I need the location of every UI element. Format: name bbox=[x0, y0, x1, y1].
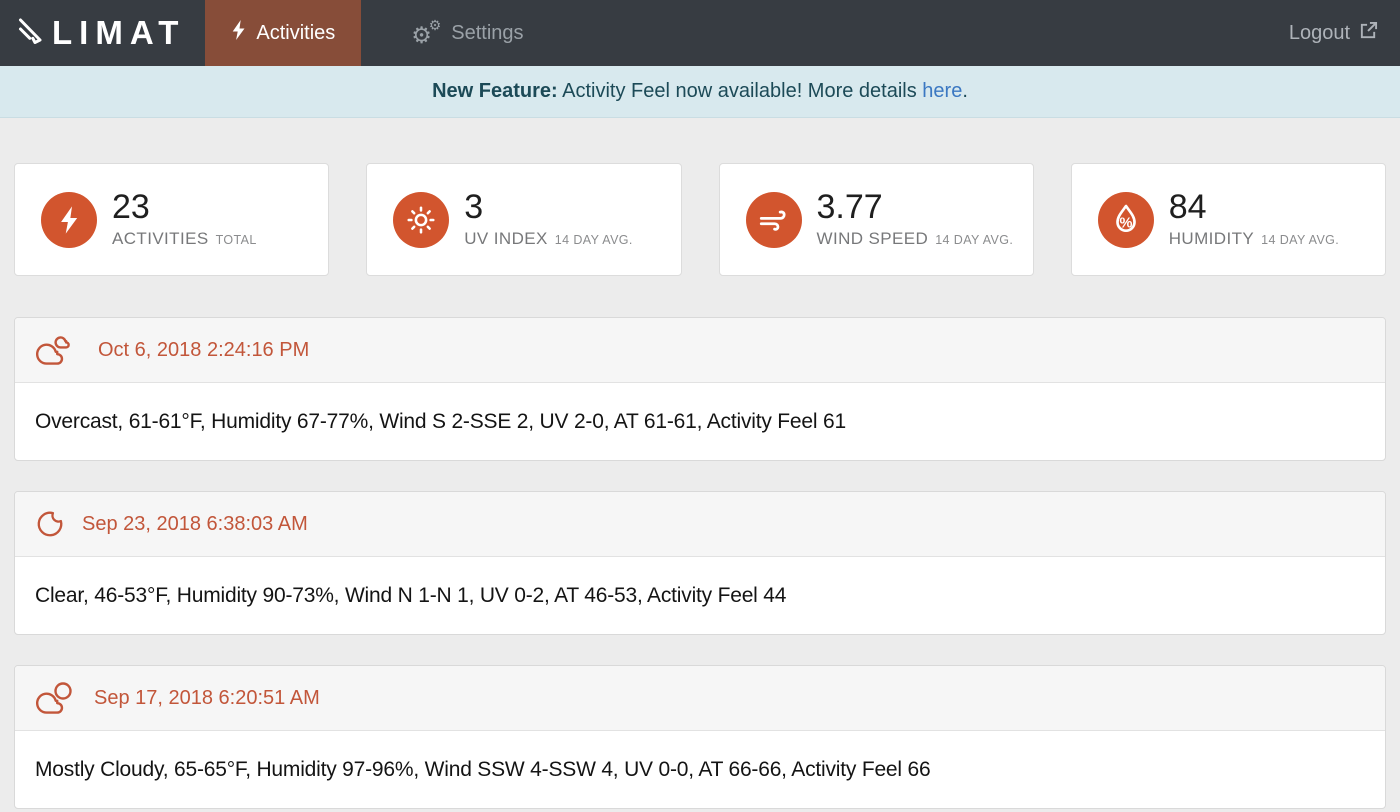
top-navbar: LIMAT Activities ⚙ ⚙ Settings Logout bbox=[0, 0, 1400, 66]
stat-label: ACTIVITIES bbox=[112, 229, 209, 249]
stat-card-activities: 23 ACTIVITIES TOTAL bbox=[14, 163, 330, 276]
activity-summary: Mostly Cloudy, 65-65°F, Humidity 97-96%,… bbox=[35, 757, 931, 781]
activity-list: Oct 6, 2018 2:24:16 PM Overcast, 61-61°F… bbox=[14, 317, 1386, 809]
external-link-icon bbox=[1359, 21, 1378, 46]
humidity-icon: % bbox=[1097, 191, 1154, 248]
lightning-icon bbox=[41, 191, 97, 248]
activity-date: Sep 17, 2018 6:20:51 AM bbox=[94, 686, 320, 709]
tab-settings[interactable]: ⚙ ⚙ Settings bbox=[385, 0, 549, 66]
new-feature-banner: New Feature: Activity Feel now available… bbox=[0, 66, 1400, 118]
activity-summary: Overcast, 61-61°F, Humidity 67-77%, Wind… bbox=[35, 409, 846, 433]
nav-spacer bbox=[550, 0, 1267, 66]
activity-date: Sep 23, 2018 6:38:03 AM bbox=[82, 512, 308, 535]
lightning-icon bbox=[231, 19, 246, 47]
logout-label: Logout bbox=[1288, 21, 1350, 44]
banner-here-link[interactable]: here bbox=[922, 80, 963, 102]
activity-header: Sep 23, 2018 6:38:03 AM bbox=[15, 492, 1385, 557]
cloudy-icon bbox=[35, 333, 81, 367]
stat-value: 3 bbox=[464, 187, 484, 226]
stat-label: WIND SPEED bbox=[816, 229, 929, 249]
logout-button[interactable]: Logout bbox=[1267, 0, 1400, 66]
stat-value: 84 bbox=[1168, 187, 1207, 226]
activity-summary: Clear, 46-53°F, Humidity 90-73%, Wind N … bbox=[35, 583, 787, 607]
stat-label: UV INDEX bbox=[464, 229, 548, 249]
activity-header: Oct 6, 2018 2:24:16 PM bbox=[15, 318, 1385, 383]
mostly-cloudy-icon bbox=[35, 680, 77, 716]
activity-header: Sep 17, 2018 6:20:51 AM bbox=[15, 666, 1385, 731]
stat-sublabel: 14 DAY AVG. bbox=[1261, 233, 1340, 248]
activity-card[interactable]: Oct 6, 2018 2:24:16 PM Overcast, 61-61°F… bbox=[14, 317, 1386, 461]
stat-card-wind-speed: 3.77 WIND SPEED 14 DAY AVG. bbox=[718, 163, 1034, 276]
svg-text:%: % bbox=[1119, 215, 1132, 231]
gear-icon: ⚙ ⚙ bbox=[411, 17, 442, 48]
activity-card[interactable]: Sep 17, 2018 6:20:51 AM Mostly Cloudy, 6… bbox=[14, 665, 1386, 809]
stat-sublabel: 14 DAY AVG. bbox=[554, 233, 633, 248]
activity-card[interactable]: Sep 23, 2018 6:38:03 AM Clear, 46-53°F, … bbox=[14, 491, 1386, 635]
stat-sublabel: 14 DAY AVG. bbox=[935, 233, 1014, 248]
sun-icon bbox=[393, 191, 450, 248]
logo-k-icon bbox=[16, 16, 46, 51]
stat-label: HUMIDITY bbox=[1168, 229, 1255, 249]
tab-settings-label: Settings bbox=[451, 21, 524, 44]
tab-activities-label: Activities bbox=[256, 21, 336, 44]
banner-text: Activity Feel now available! More detail… bbox=[557, 80, 923, 102]
banner-suffix: . bbox=[962, 80, 968, 102]
stat-sublabel: TOTAL bbox=[215, 233, 257, 248]
banner-bold-text: New Feature: bbox=[432, 80, 558, 102]
activity-date: Oct 6, 2018 2:24:16 PM bbox=[98, 338, 310, 361]
logo-text: LIMAT bbox=[52, 13, 186, 51]
stats-row: 23 ACTIVITIES TOTAL 3 UV IN bbox=[14, 163, 1386, 276]
wind-icon bbox=[745, 191, 802, 248]
clear-icon bbox=[35, 509, 65, 539]
stat-card-humidity: % 84 HUMIDITY 14 DAY AVG. bbox=[1070, 163, 1386, 276]
stat-card-uv-index: 3 UV INDEX 14 DAY AVG. bbox=[366, 163, 682, 276]
app-logo: LIMAT bbox=[0, 0, 205, 66]
stat-value: 3.77 bbox=[816, 187, 883, 226]
stat-value: 23 bbox=[112, 187, 150, 226]
tab-activities[interactable]: Activities bbox=[205, 0, 362, 66]
